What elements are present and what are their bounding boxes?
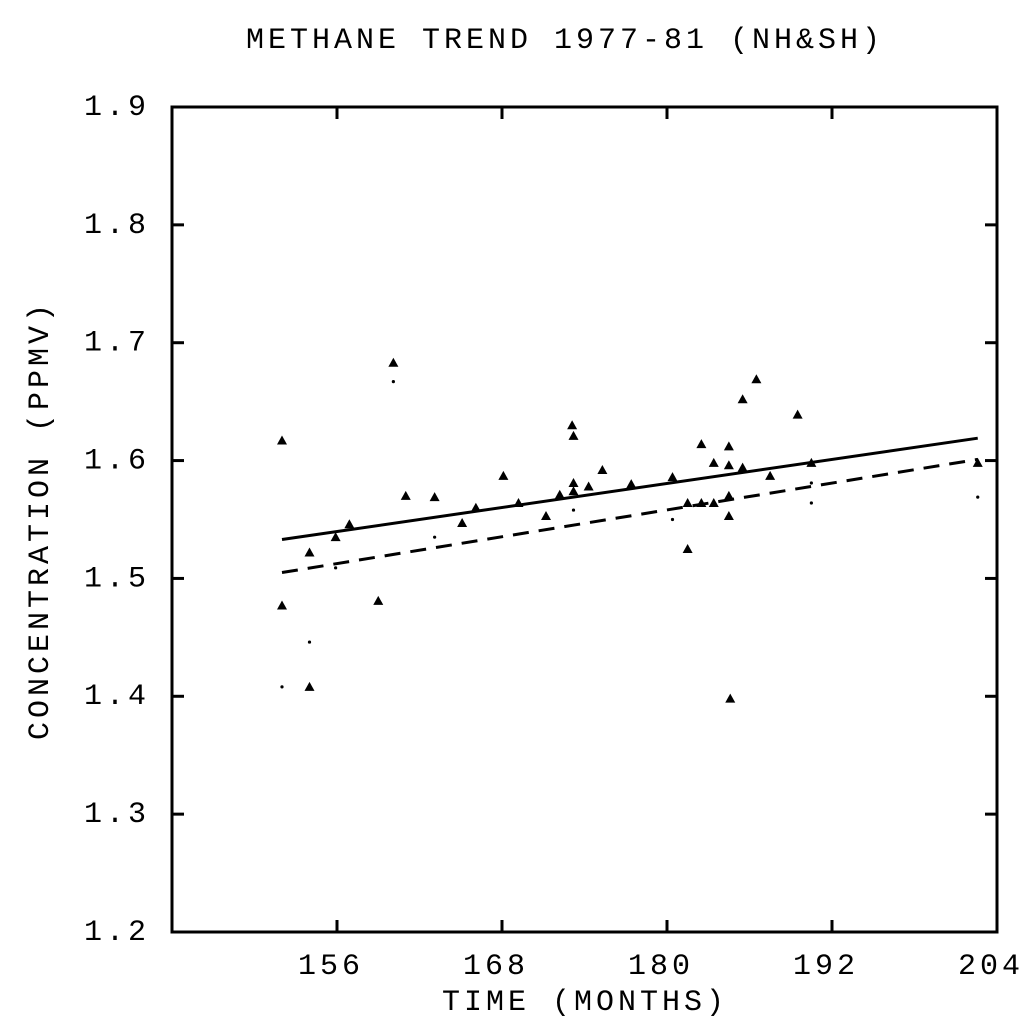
point (554, 489, 565, 499)
point (670, 517, 675, 522)
y-tick-label: 1.5 (84, 562, 150, 596)
point (513, 498, 524, 507)
point (541, 510, 551, 520)
point (723, 441, 734, 451)
point (696, 439, 707, 449)
point (304, 681, 315, 691)
point (976, 495, 980, 499)
point (433, 535, 437, 539)
point (304, 547, 315, 557)
point (792, 409, 803, 419)
point (277, 435, 287, 445)
point (568, 430, 579, 440)
point (391, 380, 395, 384)
point (696, 498, 707, 507)
point (809, 501, 813, 505)
point (723, 510, 734, 520)
point (568, 486, 579, 496)
chart-title: METHANE TREND 1977-81 (NH&SH) (246, 24, 884, 58)
point (277, 600, 287, 610)
point (571, 508, 576, 512)
y-tick-label: 1.6 (84, 444, 150, 478)
x-tick-label: 192 (793, 950, 859, 984)
point (470, 502, 481, 512)
plot-frame (170, 105, 999, 934)
point (429, 492, 440, 502)
point (567, 420, 578, 430)
point (809, 481, 813, 485)
point (682, 498, 693, 507)
x-tick-label: 156 (298, 950, 364, 984)
point (498, 470, 509, 480)
point (626, 479, 637, 489)
point (344, 519, 355, 529)
y-tick-label: 1.3 (84, 798, 150, 832)
x-tick-label: 168 (463, 950, 529, 984)
point (765, 470, 776, 480)
point (708, 498, 719, 507)
point (725, 693, 736, 703)
y-tick-label: 1.4 (84, 680, 150, 714)
point (388, 357, 399, 367)
point (751, 374, 762, 384)
y-tick-label: 1.2 (84, 916, 150, 950)
trend-line (281, 457, 978, 575)
x-tick-label: 180 (628, 950, 694, 984)
point (373, 595, 384, 605)
point (723, 490, 734, 500)
point (280, 685, 284, 689)
point (330, 532, 341, 542)
point (723, 460, 734, 470)
point (597, 465, 608, 474)
point (457, 518, 468, 528)
point (568, 477, 579, 487)
point (667, 472, 678, 482)
point (307, 640, 312, 644)
x-axis-label: TIME (MONTHS) (442, 986, 728, 1020)
point (727, 496, 731, 500)
point (737, 394, 748, 404)
point (708, 457, 719, 467)
trend-line (281, 436, 978, 542)
y-tick-label: 1.7 (84, 327, 150, 361)
point (682, 543, 693, 553)
y-tick-label: 1.9 (84, 91, 150, 125)
point (806, 457, 817, 467)
point (737, 462, 748, 472)
x-tick-label: 204 (958, 950, 1024, 984)
point (972, 457, 983, 467)
point (400, 490, 411, 500)
point (583, 481, 594, 491)
point (334, 566, 338, 570)
y-tick-label: 1.8 (84, 209, 150, 243)
y-axis-label: CONCENTRATION (PPMV) (24, 300, 58, 740)
